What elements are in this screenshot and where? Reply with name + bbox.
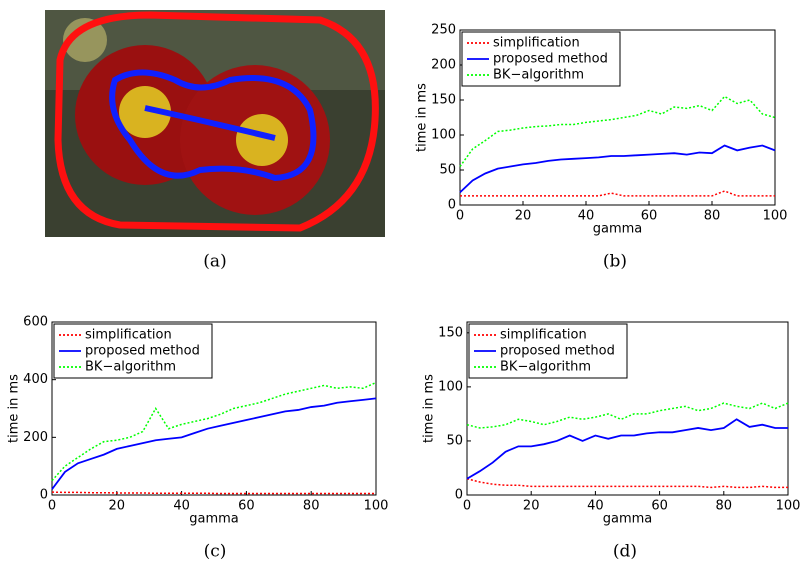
x-tick-label: 40 [587,499,604,514]
y-tick-label: 0 [40,488,48,503]
legend-label: BK−algorithm [493,68,584,83]
y-tick-label: 150 [431,93,456,108]
flower-photo [45,10,385,237]
x-axis-label: gamma [593,222,643,237]
y-axis-label: time in ms [415,83,430,152]
series-line [459,95,776,167]
legend-label: proposed method [493,52,608,67]
x-tick-label: 20 [109,499,126,514]
legend-label: BK−algorithm [500,360,591,375]
series-line [459,144,776,194]
y-tick-label: 100 [431,128,456,143]
x-axis-label: gamma [189,512,239,527]
y-tick-label: 250 [431,23,456,38]
series-line [466,418,788,480]
x-axis-label: gamma [603,512,653,527]
x-tick-label: 80 [704,209,721,224]
x-tick-label: 80 [716,499,733,514]
y-tick-label: 0 [448,198,456,213]
x-tick-label: 0 [463,499,471,514]
legend-label: simplification [500,328,587,343]
y-tick-label: 600 [23,315,48,330]
y-tick-label: 150 [438,325,463,340]
caption: (b) [603,252,627,272]
x-tick-label: 60 [641,209,658,224]
legend-label: proposed method [500,344,615,359]
x-tick-label: 80 [303,499,320,514]
x-tick-label: 100 [364,499,389,514]
y-tick-label: 50 [439,163,456,178]
legend-label: BK−algorithm [85,360,176,375]
y-axis-label: time in ms [422,374,437,443]
x-tick-label: 40 [173,499,190,514]
x-tick-label: 20 [515,209,532,224]
y-tick-label: 400 [23,372,48,387]
y-tick-label: 200 [23,430,48,445]
legend-label: simplification [85,328,172,343]
x-tick-label: 60 [238,499,255,514]
series-line [466,402,789,429]
series-line [466,478,788,489]
legend-label: simplification [493,36,580,51]
y-tick-label: 100 [438,379,463,394]
x-tick-label: 0 [48,499,56,514]
y-axis-label: time in ms [7,374,22,443]
x-tick-label: 60 [651,499,668,514]
x-tick-label: 40 [578,209,595,224]
y-tick-label: 0 [455,488,463,503]
y-tick-label: 200 [431,58,456,73]
legend-label: proposed method [85,344,200,359]
x-tick-label: 100 [763,209,788,224]
caption: (c) [204,542,227,562]
y-tick-label: 50 [446,433,463,448]
x-tick-label: 0 [456,209,464,224]
caption: (d) [613,542,637,562]
x-tick-label: 100 [776,499,801,514]
series-line [51,397,377,490]
caption: (a) [203,252,226,272]
x-tick-label: 20 [523,499,540,514]
series-line [460,190,775,197]
